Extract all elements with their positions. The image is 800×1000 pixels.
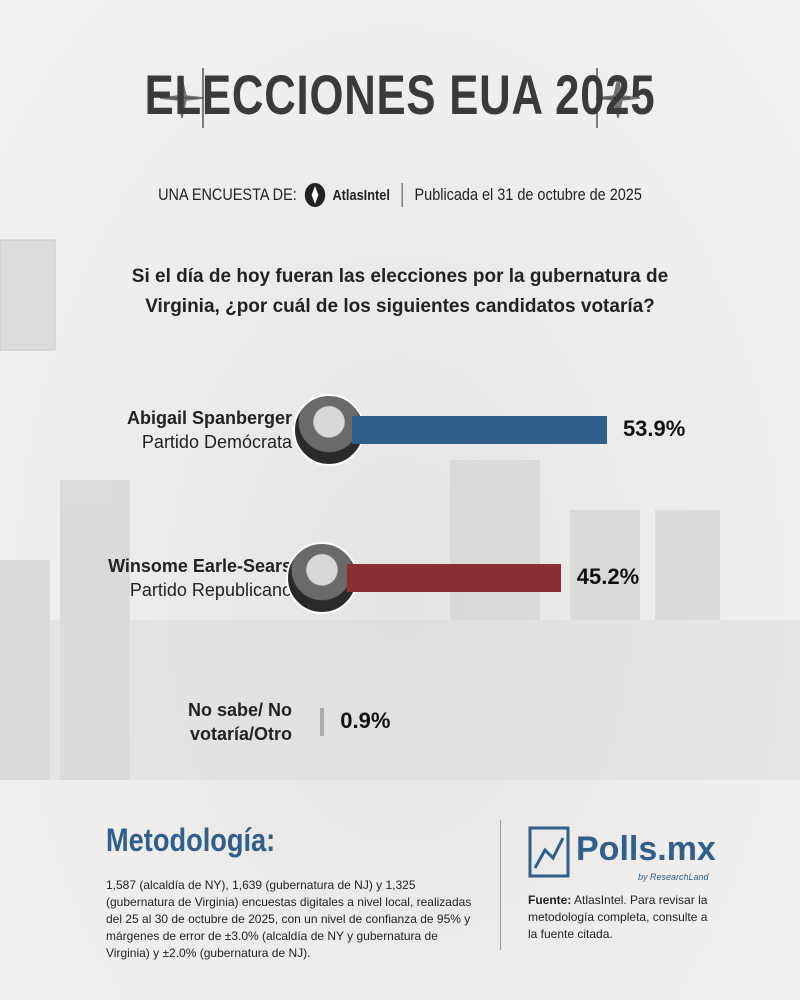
published: Publicada el 31 de octubre de 2025 [414, 185, 642, 204]
pollster: AtlasIntel [332, 186, 390, 204]
question: Si el día de hoy fueran las elecciones p… [131, 266, 669, 317]
category-label: Abigail Spanberger Partido Demócrata [32, 406, 292, 454]
value-label: 0.9% [340, 708, 391, 733]
party: Partido Republicano [129, 580, 292, 600]
candidate-name: No sabe/ No votaría/Otro [187, 700, 292, 744]
bar [347, 564, 561, 592]
separator [401, 183, 403, 207]
divider [500, 820, 501, 950]
bar [352, 416, 607, 444]
value-label: 45.2% [576, 564, 640, 589]
category-label: No sabe/ No votaría/Otro [32, 698, 292, 746]
methodology-text: 1,587 (alcaldía de NY), 1,639 (gubernatu… [106, 878, 472, 960]
pollster-icon [304, 183, 325, 207]
source: Fuente: AtlasIntel. Para revisar la meto… [528, 892, 708, 943]
party: Partido Demócrata [141, 432, 292, 452]
source-text: AtlasIntel. Para revisar la metodología … [528, 893, 708, 941]
byline: UNA ENCUESTA DE: AtlasIntel Publicada el… [60, 182, 740, 208]
brand: Polls.mx [576, 830, 716, 868]
source-label: Fuente: [528, 893, 572, 907]
survey-prefix: UNA ENCUESTA DE: [158, 185, 297, 204]
brand-sub: by ResearchLand [638, 872, 709, 882]
value-label: 53.9% [622, 416, 686, 441]
photo [286, 542, 358, 614]
bar [320, 708, 325, 736]
title: ELECCIONES EUA 2025 [144, 63, 656, 126]
methodology-title: Metodología: [106, 822, 276, 858]
candidate-name: Winsome Earle-Sears [108, 556, 292, 576]
candidate-name: Abigail Spanberger [126, 408, 292, 428]
category-label: Winsome Earle-Sears Partido Republicano [32, 554, 292, 602]
